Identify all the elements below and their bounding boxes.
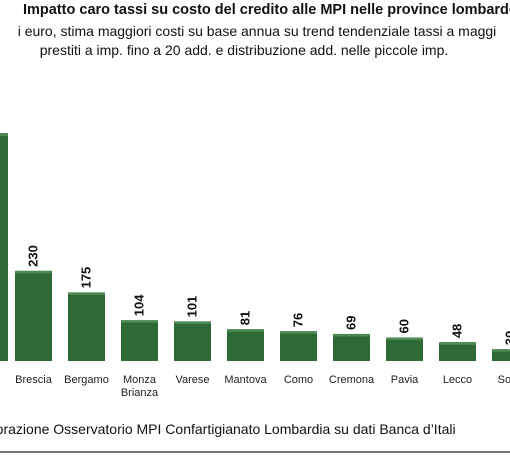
chart-subtitle-line-2: prestiti a imp. fino a 20 add. e distrib…: [39, 42, 449, 58]
category-label-2-1: Brianza: [121, 387, 159, 399]
bar-value-label-4: 81: [238, 311, 253, 325]
bar-3: [174, 321, 211, 361]
bar-value-label-5: 76: [291, 313, 306, 327]
bar-highlight-2: [121, 320, 158, 323]
chart-title: Impatto caro tassi su costo del credito …: [23, 2, 510, 18]
bar-value-label-6: 69: [344, 315, 359, 329]
bar-value-label-2: 104: [132, 294, 147, 316]
bar-7: [386, 337, 423, 361]
bar-5: [280, 331, 317, 361]
cropped-bar: [0, 133, 8, 361]
bar-4: [227, 329, 264, 361]
bar-value-label-3: 101: [185, 296, 200, 318]
category-label-0: Brescia: [15, 374, 53, 386]
category-label-6: Cremona: [329, 374, 375, 386]
category-label-9: Sond: [498, 374, 510, 386]
chart-subtitle-line-1: i euro, stima maggiori costi su base ann…: [17, 23, 497, 39]
bar-highlight-7: [386, 337, 423, 340]
bar-highlight-3: [174, 321, 211, 324]
bar-9: [492, 349, 510, 361]
bar-value-label-0: 230: [26, 245, 41, 267]
category-label-8: Lecco: [443, 374, 472, 386]
bar-highlight-8: [439, 342, 476, 345]
bar-highlight-1: [68, 292, 105, 295]
bar-value-label-8: 48: [450, 324, 465, 338]
bar-value-label-7: 60: [397, 319, 412, 333]
category-label-7: Pavia: [391, 374, 419, 386]
bar-0: [15, 270, 52, 361]
bar-value-label-9: 30: [503, 331, 510, 345]
category-label-2-0: Monza: [123, 374, 157, 386]
source-footer: laborazione Osservatorio MPI Confartigia…: [0, 421, 456, 437]
bar-6: [333, 333, 370, 361]
bar-highlight-6: [333, 333, 370, 337]
bar-2: [121, 320, 158, 361]
bar-highlight-9: [492, 349, 510, 352]
bar-value-label-1: 175: [79, 267, 94, 289]
bottom-border: [0, 451, 510, 453]
bar-1: [68, 292, 105, 361]
bar-highlight-0: [15, 270, 52, 274]
category-label-1: Bergamo: [64, 374, 109, 386]
bar-highlight-5: [280, 331, 317, 334]
bar-highlight-4: [227, 329, 264, 332]
category-label-4: Mantova: [224, 374, 267, 386]
category-label-3: Varese: [175, 374, 209, 386]
cropped-bar-top: [0, 133, 8, 136]
category-label-5: Como: [284, 374, 313, 386]
bar-8: [439, 342, 476, 361]
